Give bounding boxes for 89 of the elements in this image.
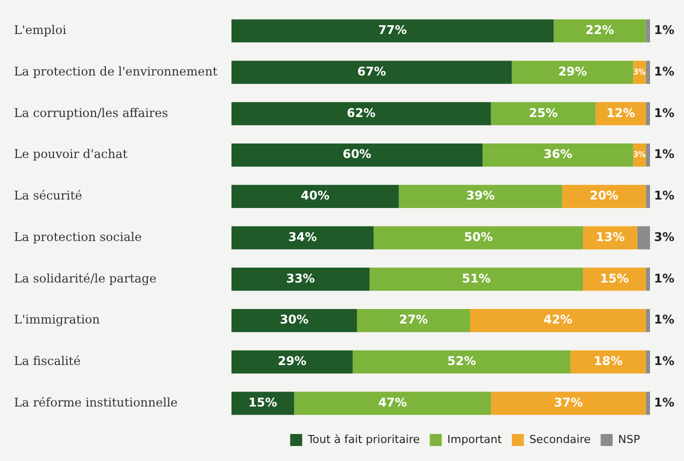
- data-label: 47%: [378, 395, 407, 410]
- bar: [356, 309, 470, 332]
- bar: [562, 184, 646, 208]
- bar: [231, 350, 353, 374]
- bar: [470, 309, 646, 332]
- data-label: 20%: [590, 188, 618, 203]
- y-tick-label: La corruption/les affaires: [14, 106, 168, 120]
- data-label: 1%: [654, 23, 674, 38]
- bar: [554, 19, 646, 42]
- bar: [637, 226, 650, 250]
- data-label: 3%: [654, 230, 674, 244]
- y-tick-label: L'emploi: [14, 23, 66, 38]
- bar: [370, 268, 584, 291]
- bar: [646, 350, 650, 374]
- bar: [231, 268, 370, 291]
- data-label: 22%: [585, 23, 614, 38]
- y-tick-label: La réforme institutionnelle: [14, 395, 178, 410]
- bar: [583, 268, 646, 291]
- bar: [294, 392, 491, 415]
- data-label: 50%: [464, 230, 493, 244]
- y-tick-label: La protection de l'environnement: [14, 64, 218, 78]
- data-label: 51%: [462, 271, 491, 286]
- data-label: 1%: [654, 188, 674, 203]
- data-label: 12%: [606, 106, 636, 120]
- data-label: 1%: [654, 64, 674, 78]
- data-label: 40%: [300, 188, 330, 203]
- data-label: 33%: [286, 271, 315, 286]
- data-label: 60%: [342, 147, 372, 162]
- bar: [646, 309, 650, 332]
- bar: [490, 392, 646, 415]
- bar: [646, 60, 650, 84]
- legend-label: NSP: [618, 432, 640, 446]
- data-label: 77%: [378, 23, 407, 38]
- data-label: 13%: [596, 230, 625, 244]
- y-tick-label: La fiscalité: [14, 354, 81, 368]
- bar: [231, 392, 294, 415]
- bar: [231, 184, 399, 208]
- data-label: 39%: [466, 188, 495, 203]
- bar: [231, 102, 491, 126]
- bar: [512, 60, 634, 84]
- data-label: 15%: [248, 395, 278, 410]
- data-label: 1%: [654, 271, 674, 286]
- data-label: 29%: [278, 354, 306, 368]
- bar: [646, 143, 650, 167]
- data-label: 1%: [654, 395, 674, 410]
- bar: [482, 143, 634, 167]
- bar: [352, 350, 570, 374]
- bar: [231, 309, 357, 332]
- bar: [231, 60, 512, 84]
- y-tick-label: Le pouvoir d'achat: [14, 147, 128, 162]
- bar: [490, 102, 596, 126]
- data-label: 34%: [288, 230, 317, 244]
- data-label: 3%: [633, 67, 646, 76]
- bar: [646, 268, 650, 291]
- y-tick-label: La solidarité/le partage: [14, 271, 156, 286]
- data-label: 36%: [544, 147, 572, 162]
- data-label: 25%: [528, 106, 558, 120]
- data-label: 37%: [554, 395, 583, 410]
- data-label: 1%: [654, 106, 674, 120]
- bar: [231, 143, 483, 167]
- y-tick-label: La protection sociale: [14, 230, 142, 244]
- y-tick-label: L'immigration: [14, 312, 100, 327]
- data-label: 27%: [399, 312, 428, 327]
- y-tick-label: La sécurité: [14, 188, 82, 203]
- bar: [646, 184, 650, 208]
- data-label: 1%: [654, 147, 674, 162]
- bar: [398, 184, 562, 208]
- data-label: 30%: [280, 312, 309, 327]
- data-label: 42%: [544, 312, 572, 327]
- data-label: 3%: [633, 150, 646, 160]
- bar: [583, 226, 638, 250]
- bar: [374, 226, 584, 250]
- data-label: 52%: [447, 354, 476, 368]
- bar: [231, 226, 374, 250]
- bar: [570, 350, 646, 374]
- bar: [646, 19, 650, 42]
- data-label: 15%: [600, 271, 629, 286]
- data-label: 18%: [594, 354, 623, 368]
- bar: [231, 19, 554, 42]
- data-label: 1%: [654, 354, 674, 368]
- bar: [646, 392, 650, 415]
- legend-label: Important: [447, 432, 503, 446]
- data-label: 29%: [558, 64, 587, 78]
- legend-label: Secondaire: [529, 432, 591, 446]
- data-label: 62%: [346, 106, 376, 120]
- bar: [646, 102, 650, 126]
- data-label: 1%: [654, 312, 674, 327]
- legend-label: Tout à fait prioritaire: [306, 432, 420, 446]
- data-label: 67%: [357, 64, 386, 78]
